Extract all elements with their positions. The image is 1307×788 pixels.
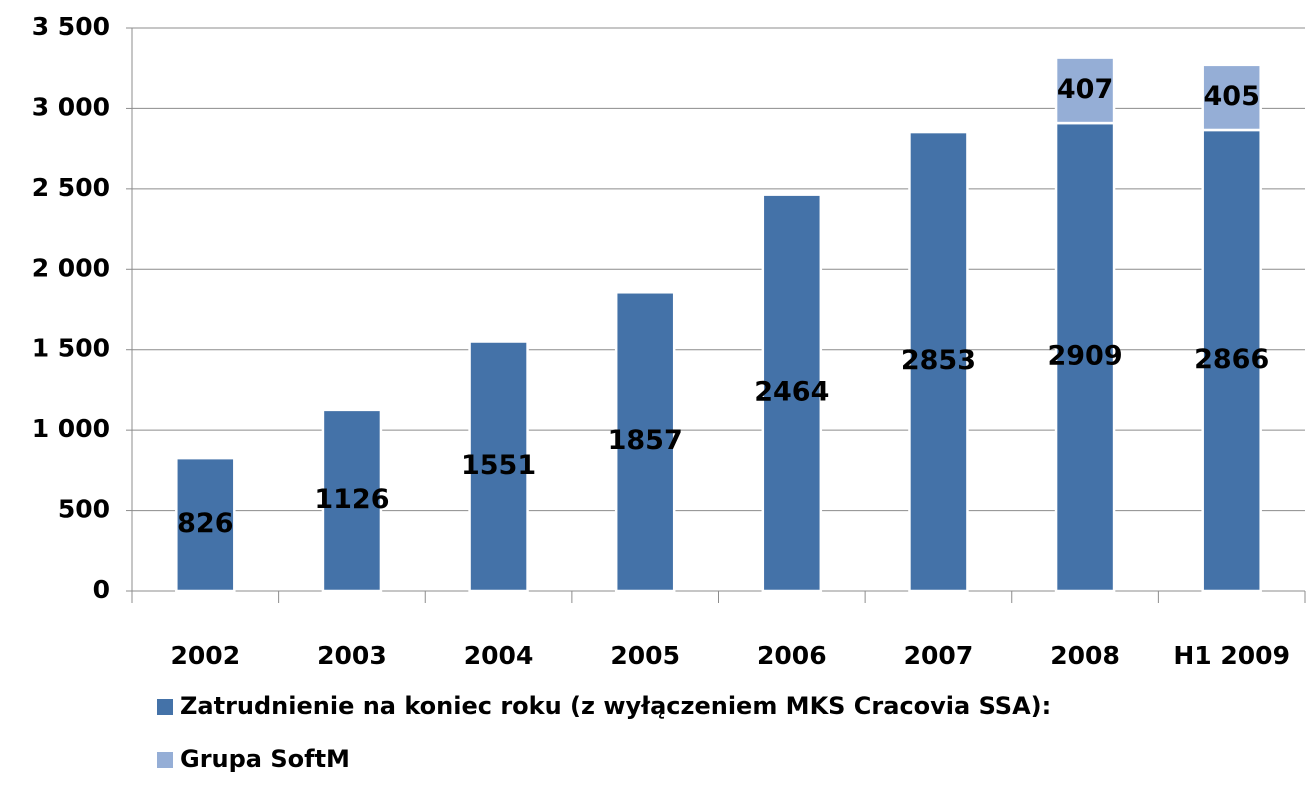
bar-segment xyxy=(321,408,383,593)
data-label: 1857 xyxy=(608,425,683,456)
bar-segment xyxy=(1201,63,1262,132)
x-tick-label: 2006 xyxy=(757,641,827,670)
data-label: 407 xyxy=(1057,74,1113,105)
bar-segment xyxy=(1054,121,1116,593)
y-tick-label: 3 000 xyxy=(32,92,110,121)
data-label: 2909 xyxy=(1047,341,1122,372)
x-tick-label: 2008 xyxy=(1050,641,1120,670)
legend-swatch xyxy=(157,699,173,715)
bar-segment xyxy=(175,456,236,593)
legend-swatch xyxy=(157,752,173,768)
y-tick-label: 500 xyxy=(58,495,110,524)
data-label: 2464 xyxy=(754,376,829,407)
bar-segment xyxy=(761,193,823,593)
bar-segment xyxy=(468,340,529,593)
y-tick-label: 1 000 xyxy=(32,414,110,443)
x-tick-label: 2004 xyxy=(464,641,534,670)
data-label: 2866 xyxy=(1194,344,1269,375)
data-label: 405 xyxy=(1204,81,1260,112)
data-label: 826 xyxy=(177,508,233,539)
x-tick-label: 2005 xyxy=(610,641,680,670)
data-label: 2853 xyxy=(901,345,976,376)
bar-segment xyxy=(1054,56,1116,125)
bar-segment xyxy=(1201,128,1262,593)
y-tick-label: 2 500 xyxy=(32,173,110,202)
y-tick-label: 0 xyxy=(93,575,110,604)
data-label: 1551 xyxy=(461,450,536,481)
x-tick-label: 2007 xyxy=(904,641,974,670)
legend-label: Grupa SoftM xyxy=(180,745,350,773)
y-tick-label: 3 500 xyxy=(32,12,110,41)
x-tick-label: 2003 xyxy=(317,641,387,670)
bar-segment xyxy=(908,130,969,593)
y-tick-label: 1 500 xyxy=(32,334,110,363)
y-tick-label: 2 000 xyxy=(32,253,110,282)
data-label: 1126 xyxy=(314,484,389,515)
legend-label: Zatrudnienie na koniec roku (z wyłączeni… xyxy=(180,692,1051,720)
bar-segment xyxy=(614,291,676,593)
x-tick-label: H1 2009 xyxy=(1173,641,1290,670)
x-tick-label: 2002 xyxy=(171,641,241,670)
